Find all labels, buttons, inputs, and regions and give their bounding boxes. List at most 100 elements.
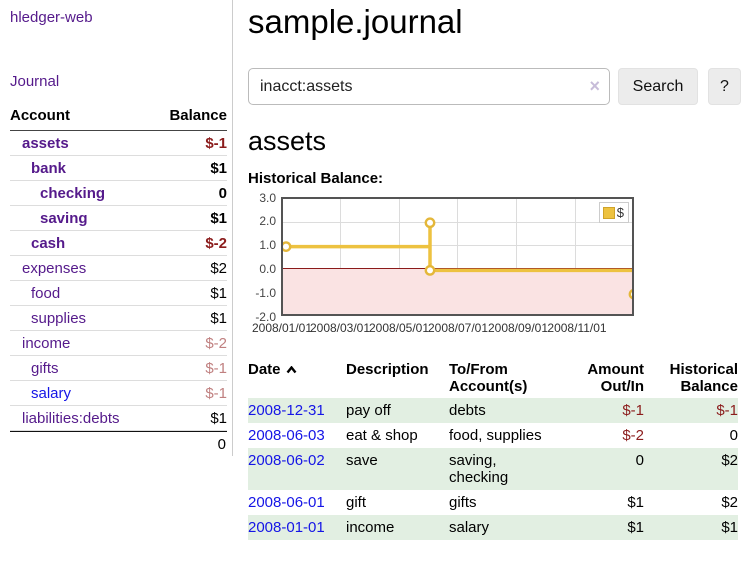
account-link-bank[interactable]: bank <box>31 160 67 177</box>
transaction-date-link[interactable]: 2008-06-01 <box>248 494 325 511</box>
account-balance: $1 <box>210 285 227 302</box>
account-link-saving[interactable]: saving <box>40 210 88 227</box>
transaction-date-link[interactable]: 2008-01-01 <box>248 519 325 536</box>
account-row-income: income $-2 <box>10 331 227 356</box>
chart-title: Historical Balance: <box>248 170 384 187</box>
gridline <box>457 199 459 314</box>
account-link-checking[interactable]: checking <box>40 185 106 202</box>
account-row-bank: bank $1 <box>10 156 227 181</box>
account-balance: $-2 <box>205 335 227 352</box>
transaction-date-link[interactable]: 2008-06-03 <box>248 427 325 444</box>
account-balance: $-2 <box>205 235 227 252</box>
gridline <box>398 199 400 314</box>
account-row-food: food $1 <box>10 281 227 306</box>
data-point-marker <box>424 217 436 229</box>
data-point-marker <box>424 265 436 276</box>
transaction-accounts: salary <box>449 519 490 536</box>
register-header-accounts: To/From Account(s) <box>449 361 528 395</box>
main-content: sample.journal × Search ? assets Histori… <box>248 0 742 540</box>
account-link-assets[interactable]: assets <box>22 135 69 152</box>
account-link-salary[interactable]: salary <box>31 385 72 402</box>
balance-series-line <box>283 217 632 300</box>
search-input[interactable] <box>248 68 610 105</box>
transaction-description: gift <box>346 494 367 511</box>
accounts-panel: Account Balance assets $-1 bank $1 check… <box>10 104 227 456</box>
account-balance: $1 <box>210 210 227 227</box>
register-header-date-label: Date <box>248 361 281 378</box>
transaction-amount: $1 <box>627 494 644 511</box>
chart-plot-area: $ <box>281 197 634 316</box>
register-header-balance: Historical Balance <box>669 361 738 395</box>
transaction-accounts: food, supplies <box>449 427 542 444</box>
account-balance: $-1 <box>205 360 227 377</box>
transaction-accounts: debts <box>449 402 486 419</box>
accounts-total: 0 <box>10 431 227 456</box>
negative-balance-region <box>283 268 632 314</box>
account-balance: 0 <box>218 185 227 202</box>
account-balance: $2 <box>210 260 227 277</box>
transaction-date-link[interactable]: 2008-12-31 <box>248 402 325 419</box>
transaction-accounts: saving, checking <box>449 452 509 486</box>
account-row-expenses: expenses $2 <box>10 256 227 281</box>
accounts-header: Account Balance <box>10 104 227 131</box>
x-tick: 2008/11/01 <box>547 321 607 335</box>
accounts-header-account: Account <box>10 107 70 124</box>
transaction-balance: $1 <box>721 519 738 536</box>
transaction-balance: $2 <box>721 452 738 469</box>
account-link-supplies[interactable]: supplies <box>31 310 87 327</box>
transaction-amount: $1 <box>627 519 644 536</box>
account-row-liabilities-debts: liabilities:debts $1 <box>10 406 227 431</box>
transaction-description: save <box>346 452 378 469</box>
data-point-marker <box>628 289 632 300</box>
account-row-gifts: gifts $-1 <box>10 356 227 381</box>
gridline <box>574 199 576 314</box>
y-tick: 0.0 <box>259 262 276 276</box>
account-balance: $1 <box>210 160 227 177</box>
x-tick: 2008/09/01 <box>487 321 549 335</box>
account-link-expenses[interactable]: expenses <box>22 260 87 277</box>
y-tick: 3.0 <box>259 191 276 205</box>
y-tick: 1.0 <box>259 238 276 252</box>
gridline <box>340 199 342 314</box>
account-link-food[interactable]: food <box>31 285 61 302</box>
gridline <box>516 199 518 314</box>
y-tick: -1.0 <box>255 286 276 300</box>
transaction-description: income <box>346 519 395 536</box>
accounts-header-balance: Balance <box>169 107 227 124</box>
account-row-salary: salary $-1 <box>10 381 227 406</box>
x-tick: 2008/07/01 <box>427 321 489 335</box>
transaction-amount: 0 <box>635 452 644 469</box>
search-button[interactable]: Search <box>618 68 698 105</box>
transaction-amount: $-2 <box>622 427 644 444</box>
account-balance: $-1 <box>205 135 227 152</box>
register-header-row: Date Description To/From Account(s) Amou… <box>248 359 738 398</box>
sort-ascending-icon <box>286 366 296 374</box>
x-tick: 2008/01/01 <box>251 321 313 335</box>
legend-label: $ <box>616 205 624 220</box>
app-brand-link[interactable]: hledger-web <box>10 9 93 26</box>
sidebar-item-journal[interactable]: Journal <box>10 73 60 90</box>
register-row: 2008-01-01 income salary $1 $1 <box>248 515 738 540</box>
transaction-date-link[interactable]: 2008-06-02 <box>248 452 325 469</box>
account-balance: $-1 <box>205 385 227 402</box>
account-link-gifts[interactable]: gifts <box>31 360 59 377</box>
register-row: 2008-06-03 eat & shop food, supplies $-2… <box>248 423 738 448</box>
account-link-cash[interactable]: cash <box>31 235 66 252</box>
account-link-income[interactable]: income <box>22 335 71 352</box>
register-header-date[interactable]: Date <box>248 359 346 398</box>
register-row: 2008-06-02 save saving, checking 0 $2 <box>248 448 738 490</box>
account-row-assets: assets $-1 <box>10 131 227 156</box>
register-row: 2008-06-01 gift gifts $1 $2 <box>248 490 738 515</box>
register-row: 2008-12-31 pay off debts $-1 $-1 <box>248 398 738 423</box>
help-button[interactable]: ? <box>708 68 741 105</box>
historical-balance-chart: 3.0 2.0 1.0 0.0 -1.0 -2.0 <box>248 191 742 342</box>
legend-swatch-icon <box>602 206 615 219</box>
y-tick: -2.0 <box>255 310 276 324</box>
account-link-liabilities-debts[interactable]: liabilities:debts <box>22 410 120 427</box>
chart-legend: $ <box>598 202 629 223</box>
register-table: Date Description To/From Account(s) Amou… <box>248 359 738 540</box>
transaction-accounts: gifts <box>449 494 477 511</box>
account-row-saving: saving $1 <box>10 206 227 231</box>
account-balance: $1 <box>210 310 227 327</box>
clear-search-icon[interactable]: × <box>589 76 600 96</box>
